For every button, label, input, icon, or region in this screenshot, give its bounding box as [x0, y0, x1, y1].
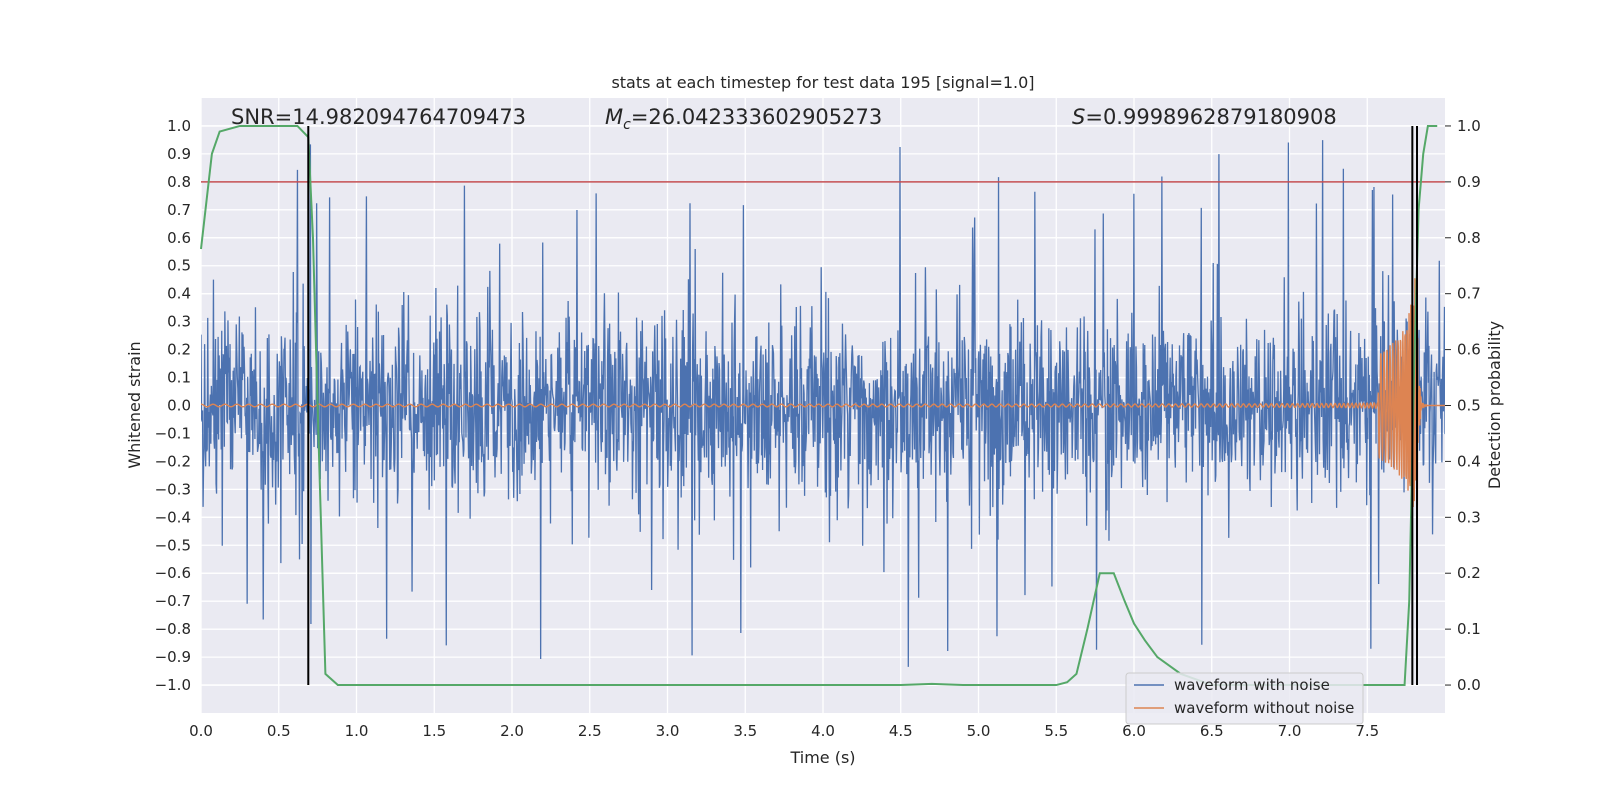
x-tick-label: 5.0 [967, 722, 991, 740]
x-tick-label: 6.0 [1122, 722, 1146, 740]
y-tick-label: 0.6 [167, 229, 191, 247]
legend-label-noise: waveform with noise [1174, 676, 1330, 694]
y-tick-label: 0.7 [167, 201, 191, 219]
chirp-mass-value: =26.042333602905273 [631, 105, 882, 129]
y2-tick-label: 0.1 [1457, 620, 1481, 638]
y2-tick-label: 0.8 [1457, 229, 1481, 247]
y2-tick-label: 0.4 [1457, 452, 1481, 470]
series-detection-probability [200, 124, 1438, 687]
x-tick-label: 7.0 [1278, 722, 1302, 740]
y-tick-label: 0.0 [167, 397, 191, 415]
series-waveform-without-noise [201, 278, 1445, 507]
y-tick-label: −0.3 [155, 480, 191, 498]
x-tick-label: 2.5 [578, 722, 602, 740]
y2-axis-label: Detection probability [1485, 321, 1504, 489]
y-tick-label: 0.5 [167, 257, 191, 275]
x-tick-label: 0.0 [189, 722, 213, 740]
series-layer [201, 140, 1445, 667]
y-tick-label: −0.2 [155, 452, 191, 470]
snr-annotation: SNR=14.982094764709473 [231, 105, 526, 129]
y2-tick-label: 0.5 [1457, 397, 1481, 415]
x-tick-label: 2.0 [500, 722, 524, 740]
x-tick-label: 7.5 [1355, 722, 1379, 740]
y-tick-label: −0.6 [155, 564, 191, 582]
chirp-mass-symbol: M [605, 105, 623, 129]
x-tick-label: 5.5 [1044, 722, 1068, 740]
x-axis-label: Time (s) [789, 748, 855, 767]
markers-layer [200, 124, 1445, 687]
y-tick-label: 0.4 [167, 285, 191, 303]
y-tick-label: −1.0 [155, 676, 191, 694]
y2-tick-label: 0.0 [1457, 676, 1481, 694]
y-tick-label: 0.1 [167, 369, 191, 387]
x-tick-label: 0.5 [267, 722, 291, 740]
y-tick-label: 0.8 [167, 173, 191, 191]
y-tick-label: −0.5 [155, 536, 191, 554]
y2-tick-label: 0.7 [1457, 285, 1481, 303]
y-tick-label: 1.0 [167, 117, 191, 135]
y-tick-label: −0.1 [155, 424, 191, 442]
y2-tick-label: 1.0 [1457, 117, 1481, 135]
chart-title: stats at each timestep for test data 195… [611, 73, 1034, 92]
score-value: =0.9998962879180908 [1085, 105, 1336, 129]
score-symbol: S [1072, 105, 1085, 129]
y-tick-label: 0.3 [167, 313, 191, 331]
chirp-mass-subscript: c [623, 117, 631, 133]
x-tick-label: 3.5 [733, 722, 757, 740]
x-tick-label: 4.0 [811, 722, 835, 740]
y2-tick-label: 0.6 [1457, 341, 1481, 359]
x-tick-label: 6.5 [1200, 722, 1224, 740]
y2-tick-label: 0.9 [1457, 173, 1481, 191]
ticks-layer: 0.0 0.5 1.0 1.5 2.0 2.5 3.0 3.5 4.0 4.5 5.0 5.5 6.0 6… [155, 117, 1481, 740]
x-tick-label: 1.0 [345, 722, 369, 740]
x-tick-label: 1.5 [422, 722, 446, 740]
x-tick-label: 4.5 [889, 722, 913, 740]
y-tick-label: −0.8 [155, 620, 191, 638]
chirp-mass-annotation: Mc=26.042333602905273 [605, 105, 882, 133]
y2-tick-label: 0.3 [1457, 508, 1481, 526]
legend-box [1125, 672, 1364, 725]
score-annotation: S=0.9998962879180908 [1072, 105, 1337, 129]
y-tick-label: 0.9 [167, 145, 191, 163]
y-tick-label: −0.9 [155, 648, 191, 666]
series-waveform-with-noise [201, 140, 1445, 667]
y-axis-label: Whitened strain [125, 341, 144, 468]
y-tick-label: 0.2 [167, 341, 191, 359]
x-tick-label: 3.0 [656, 722, 680, 740]
legend-label-clean: waveform without noise [1174, 699, 1354, 717]
y-tick-label: −0.7 [155, 592, 191, 610]
y-tick-label: −0.4 [155, 508, 191, 526]
y2-tick-label: 0.2 [1457, 564, 1481, 582]
legend: waveform with noise waveform without noi… [1125, 672, 1364, 725]
